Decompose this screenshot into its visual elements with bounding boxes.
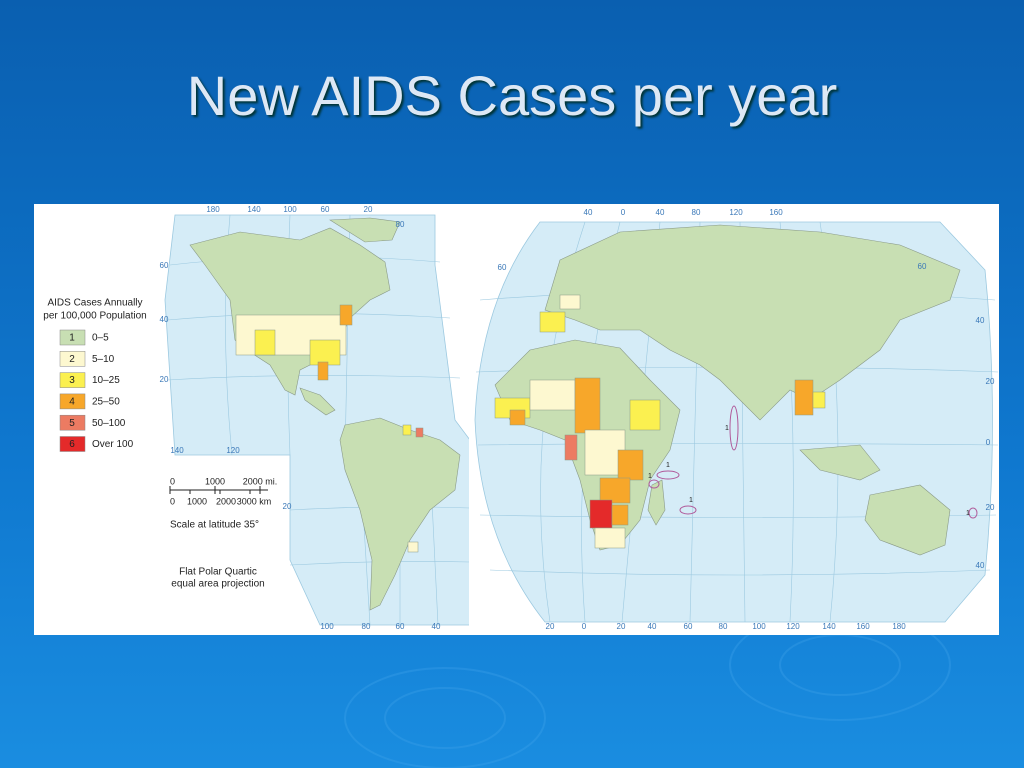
graticule-label: 20	[364, 205, 373, 214]
island-label: 1	[725, 425, 729, 432]
graticule-label: 80	[362, 622, 371, 631]
legend-label: 0–5	[92, 333, 109, 344]
legend-code: 3	[69, 375, 75, 386]
legend-title: AIDS Cases Annually	[47, 298, 142, 309]
scale-labels: 0 1000 2000 mi. 0 1000 2000 3000 km	[170, 476, 277, 506]
graticule-label: 20	[986, 377, 995, 386]
projection-note: equal area projection	[171, 579, 264, 590]
graticule-label: 80	[396, 220, 405, 229]
graticule-label: 60	[321, 205, 330, 214]
island-label: 1	[689, 497, 693, 504]
legend-swatch	[59, 329, 86, 346]
scale-label: 2000	[216, 496, 236, 506]
scale-bar	[169, 486, 268, 494]
graticule-label: 60	[684, 622, 693, 631]
graticule-label: 100	[283, 205, 297, 214]
map-west	[164, 214, 471, 626]
graticule-label: 0	[621, 208, 626, 217]
legend-label: Over 100	[92, 439, 134, 450]
graticule-label: 140	[170, 446, 184, 455]
legend-swatch	[59, 351, 86, 367]
scale-label: 1000	[187, 496, 207, 506]
scale-label: 2000 mi.	[243, 476, 278, 486]
graticule-label: 60	[918, 262, 927, 271]
slide-title: New AIDS Cases per year	[187, 64, 837, 127]
graticule-label: 20	[617, 622, 626, 631]
legend-label: 5–10	[92, 354, 115, 365]
scale-label: 1000	[205, 476, 225, 486]
graticule-label: 180	[892, 622, 906, 631]
graticule-label: 160	[856, 622, 870, 631]
graticule-label: 40	[656, 208, 665, 217]
graticule-label: 20	[986, 503, 995, 512]
projection-note: Flat Polar Quartic	[179, 567, 257, 578]
highlight-regions	[494, 294, 826, 549]
graticule-label: 120	[226, 446, 240, 455]
graticule-label: 100	[752, 622, 766, 631]
graticule-label: 80	[692, 208, 701, 217]
legend-swatch	[59, 393, 86, 410]
island-label: 1	[666, 462, 670, 469]
graticule-label: 60	[498, 263, 507, 272]
legend-swatch	[59, 436, 86, 452]
graticule-label: 40	[648, 622, 657, 631]
legend-code: 2	[69, 354, 75, 365]
highlight-regions	[235, 304, 424, 553]
graticule-label: 40	[432, 622, 441, 631]
graticule-label: 60	[396, 622, 405, 631]
legend-code: 6	[69, 439, 75, 450]
legend: 1 0–5 2 5–10 3 10–25 4 25–50 5 50–100 6 Over 100	[59, 329, 134, 452]
graticule-label: 20	[283, 502, 292, 511]
graticule-label: 120	[786, 622, 800, 631]
graticule-label: 0	[986, 438, 991, 447]
graticule-label: 40	[976, 316, 985, 325]
graticule-label: 140	[247, 205, 261, 214]
island-label: 1	[648, 473, 652, 480]
scale-note: Scale at latitude 35°	[170, 520, 259, 531]
graticule-label: 40	[584, 208, 593, 217]
legend-code: 1	[69, 333, 75, 344]
legend-label: 10–25	[92, 375, 120, 386]
graticule-label: 100	[320, 622, 334, 631]
graticule-label: 40	[160, 315, 169, 324]
island-label: 1	[966, 510, 970, 517]
legend-title: per 100,000 Population	[43, 311, 146, 322]
island-markers	[648, 405, 978, 519]
graticule-label: 160	[769, 208, 783, 217]
legend-swatch	[59, 414, 86, 431]
graticule-label: 180	[206, 205, 220, 214]
scale-label: 0	[170, 496, 175, 506]
scale-label: 3000 km	[237, 496, 272, 506]
graticule-label: 80	[719, 622, 728, 631]
legend-label: 25–50	[92, 397, 120, 408]
graticule-label: 140	[822, 622, 836, 631]
scale-label: 0	[170, 476, 175, 486]
legend-code: 5	[69, 418, 75, 429]
map-east	[474, 221, 999, 623]
graticule-label: 120	[729, 208, 743, 217]
graticule-label: 60	[160, 261, 169, 270]
graticule-label: 0	[582, 622, 587, 631]
legend-label: 50–100	[92, 418, 126, 429]
legend-code: 4	[69, 397, 75, 408]
legend-swatch	[59, 372, 86, 388]
graticule-label: 20	[546, 622, 555, 631]
graticule-label: 20	[160, 375, 169, 384]
graticule-label: 40	[976, 561, 985, 570]
